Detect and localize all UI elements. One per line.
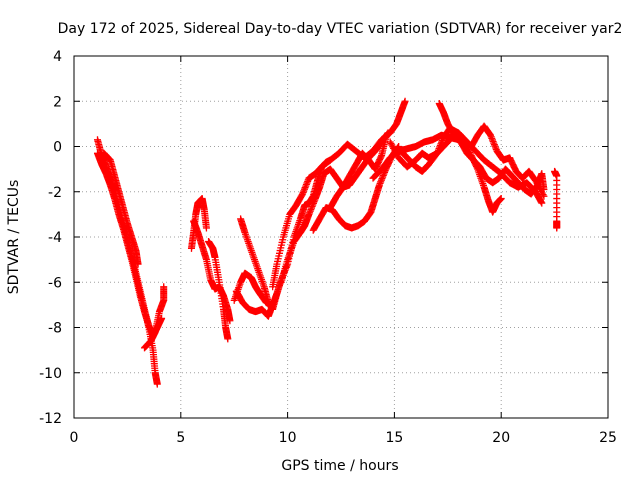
x-tick-label: 20 — [492, 430, 510, 446]
y-tick-label: -8 — [48, 321, 62, 337]
x-tick-label: 10 — [279, 430, 297, 446]
data-point — [160, 283, 168, 291]
y-tick-label: -2 — [48, 185, 62, 201]
grid-lines — [74, 56, 608, 418]
y-tick-label: -4 — [48, 230, 62, 246]
data-point — [202, 224, 210, 232]
y-tick-label: -12 — [39, 411, 62, 427]
axis-tick-labels: 0 5 10 15 20 25 -12 -10 -8 -6 -4 -2 0 2 4 — [39, 49, 617, 446]
y-tick-label: -10 — [39, 366, 62, 382]
chart-title: Day 172 of 2025, Sidereal Day-to-day VTE… — [58, 21, 623, 37]
x-tick-label: 25 — [599, 430, 617, 446]
data-point — [273, 290, 281, 298]
data-point — [497, 195, 505, 203]
x-tick-label: 15 — [385, 430, 403, 446]
axis-ticks — [73, 55, 609, 419]
y-tick-label: -6 — [48, 275, 62, 291]
data-point — [224, 335, 232, 343]
data-point — [384, 129, 392, 137]
data-point — [553, 224, 561, 232]
data-point — [540, 192, 548, 200]
data-point — [269, 301, 277, 309]
data-point — [382, 133, 390, 141]
data-point — [134, 260, 142, 268]
data-point — [538, 199, 546, 207]
y-tick-label: 0 — [53, 140, 62, 156]
x-tick-label: 0 — [70, 430, 79, 446]
y-tick-label: 2 — [53, 94, 62, 110]
data-point — [401, 97, 409, 105]
data-point — [540, 185, 548, 193]
data-points — [93, 97, 561, 388]
y-axis-label: SDTVAR / TECUs — [6, 180, 22, 295]
y-tick-label: 4 — [53, 49, 62, 65]
x-axis-label: GPS time / hours — [281, 458, 398, 474]
x-tick-label: 5 — [176, 430, 185, 446]
data-point — [539, 191, 547, 199]
data-point — [153, 380, 161, 388]
